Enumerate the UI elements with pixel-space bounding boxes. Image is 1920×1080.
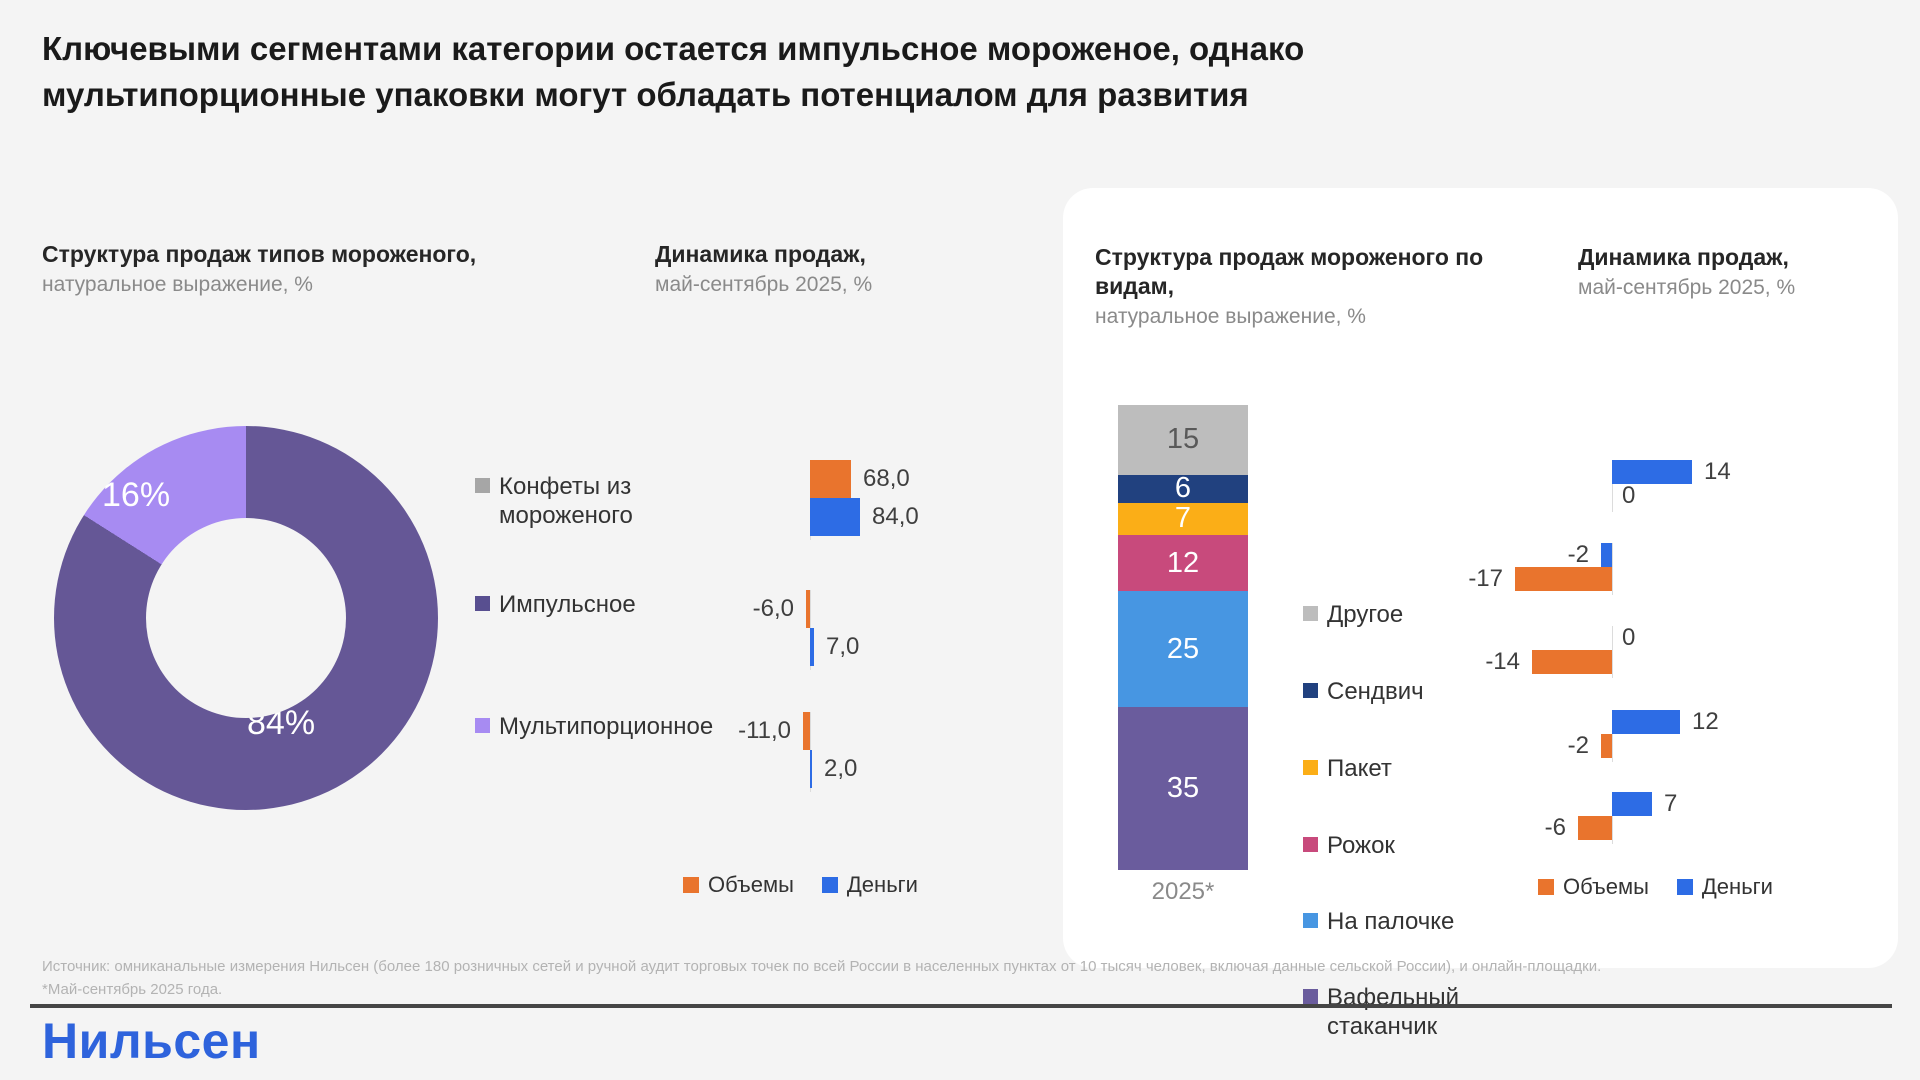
source-line-2: *Май-сентябрь 2025 года. (42, 980, 223, 998)
kinds-dynamics-subtitle: май-сентябрь 2025, % (1578, 275, 1796, 299)
bar-value-label: -6 (1544, 814, 1566, 841)
kinds-dynamics-title: Динамика продаж, (1578, 244, 1789, 270)
types-series-legend: Объемы Деньги (683, 872, 918, 898)
types-dynamics-title: Динамика продаж, (655, 241, 866, 267)
legend-label: Сендвич (1327, 678, 1424, 705)
volumes-legend-label: Объемы (708, 872, 794, 897)
nielsen-logo: Нильсен (42, 1013, 261, 1069)
bar-value-label: -6,0 (752, 595, 794, 622)
bar-money (1612, 710, 1680, 734)
zero-axis-line (1612, 710, 1613, 762)
legend-label: На палочке (1327, 908, 1455, 935)
bar-value-label: -11,0 (738, 717, 791, 744)
bar-value-label: -2 (1567, 732, 1589, 759)
money-legend-marker (1676, 879, 1693, 895)
bar-money (810, 628, 814, 666)
types-dynamics-header: Динамика продаж, май-сентябрь 2025, % (655, 240, 1055, 297)
legend-marker (1303, 913, 1318, 928)
bar-value-label: 0 (1622, 482, 1636, 509)
legend-label: Импульсное (499, 591, 636, 618)
bar-money (1601, 543, 1612, 567)
kinds-series-legend: Объемы Деньги (1538, 874, 1773, 900)
donut-value-label: 16% (102, 476, 171, 514)
legend-marker (1303, 606, 1318, 621)
legend-marker (1303, 683, 1318, 698)
zero-axis-line (1612, 792, 1613, 844)
bar-money (810, 750, 812, 788)
legend-label: Рожок (1327, 832, 1395, 859)
bar-value-label: 2,0 (824, 755, 858, 782)
stacked-bar-chart: 15 6 7 12 25 35 (1118, 405, 1248, 871)
bar-volumes (806, 590, 810, 628)
stack-segment: 7 (1118, 502, 1248, 536)
footer-divider (30, 1004, 1892, 1008)
bar-money (810, 498, 860, 536)
bar-value-label: -17 (1468, 565, 1503, 592)
legend-label: Конфеты из мороженого (499, 473, 633, 530)
types-dynamics-subtitle: май-сентябрь 2025, % (655, 272, 873, 296)
bar-value-label: 84,0 (872, 503, 919, 530)
bar-money (1612, 792, 1652, 816)
types-legend: Конфеты из мороженого Импульсное Мультипор… (475, 450, 735, 810)
source-note: Источник: омниканальные измерения Нильсе… (42, 956, 1601, 1001)
legend-label: Пакет (1327, 755, 1392, 782)
donut-chart-header: Структура продаж типов мороженого, натур… (42, 240, 602, 297)
donut-chart-subtitle: натуральное выражение, % (42, 272, 313, 296)
money-legend-marker (821, 877, 838, 893)
stack-segment: 12 (1118, 535, 1248, 592)
kinds-dynamics-bars: 14 0 -2 -17 0 -14 12 -2 7 -6 (1423, 448, 1883, 868)
bar-value-label: -2 (1567, 541, 1589, 568)
bar-money (1612, 460, 1692, 484)
legend-marker (475, 596, 490, 611)
volumes-legend-marker (683, 877, 699, 893)
bar-volumes (1601, 734, 1612, 758)
bar-value-label: 0 (1622, 624, 1636, 651)
types-dynamics-bars: 68,0 84,0 -6,0 7,0 -11,0 2,0 (640, 450, 1060, 830)
legend-marker (475, 718, 490, 733)
kinds-dynamics-header: Динамика продаж, май-сентябрь 2025, % (1578, 243, 1878, 300)
legend-marker (1303, 989, 1318, 1004)
volumes-legend-label: Объемы (1563, 874, 1649, 899)
stacked-bar-axis-label: 2025* (1151, 878, 1215, 905)
stack-segment: 35 (1118, 707, 1248, 871)
legend-marker (1303, 760, 1318, 775)
stacked-chart-title: Структура продаж мороженого по видам, (1095, 244, 1484, 299)
stack-segment: 6 (1118, 472, 1248, 504)
zero-axis-line (1612, 460, 1613, 512)
volumes-legend-marker (1538, 879, 1554, 895)
bar-volumes (1515, 567, 1612, 591)
stack-segment: 15 (1118, 405, 1248, 475)
zero-axis-line (1612, 626, 1613, 678)
bar-volumes (1578, 816, 1612, 840)
bar-volumes (810, 460, 851, 498)
bar-value-label: 7,0 (826, 633, 860, 660)
legend-label: Другое (1327, 601, 1404, 628)
bar-volumes (803, 712, 810, 750)
source-line-1: Источник: омниканальные измерения Нильсе… (42, 958, 1602, 975)
donut-chart-title: Структура продаж типов мороженого, (42, 241, 477, 267)
bar-value-label: 7 (1664, 790, 1678, 817)
stacked-chart-header: Структура продаж мороженого по видам, на… (1095, 243, 1495, 329)
money-legend-label: Деньги (1701, 874, 1773, 899)
legend-marker (1303, 837, 1318, 852)
zero-axis-line (1612, 543, 1613, 595)
donut-hole (146, 518, 346, 718)
bar-value-label: 68,0 (863, 465, 910, 492)
bar-value-label: 12 (1692, 708, 1719, 735)
money-legend-label: Деньги (846, 872, 918, 897)
stacked-chart-subtitle: натуральное выражение, % (1095, 304, 1366, 328)
bar-value-label: -14 (1485, 648, 1520, 675)
bar-value-label: 14 (1704, 458, 1731, 485)
bar-volumes (1532, 650, 1612, 674)
stack-segment: 25 (1118, 591, 1248, 708)
legend-label: Мультипорционное (499, 713, 714, 740)
slide-title: Ключевыми сегментами категории остается … (42, 30, 1305, 113)
donut-chart: 84% 16% (54, 426, 438, 810)
legend-marker (475, 478, 490, 493)
kinds-card: Структура продаж мороженого по видам, на… (1063, 188, 1898, 1040)
